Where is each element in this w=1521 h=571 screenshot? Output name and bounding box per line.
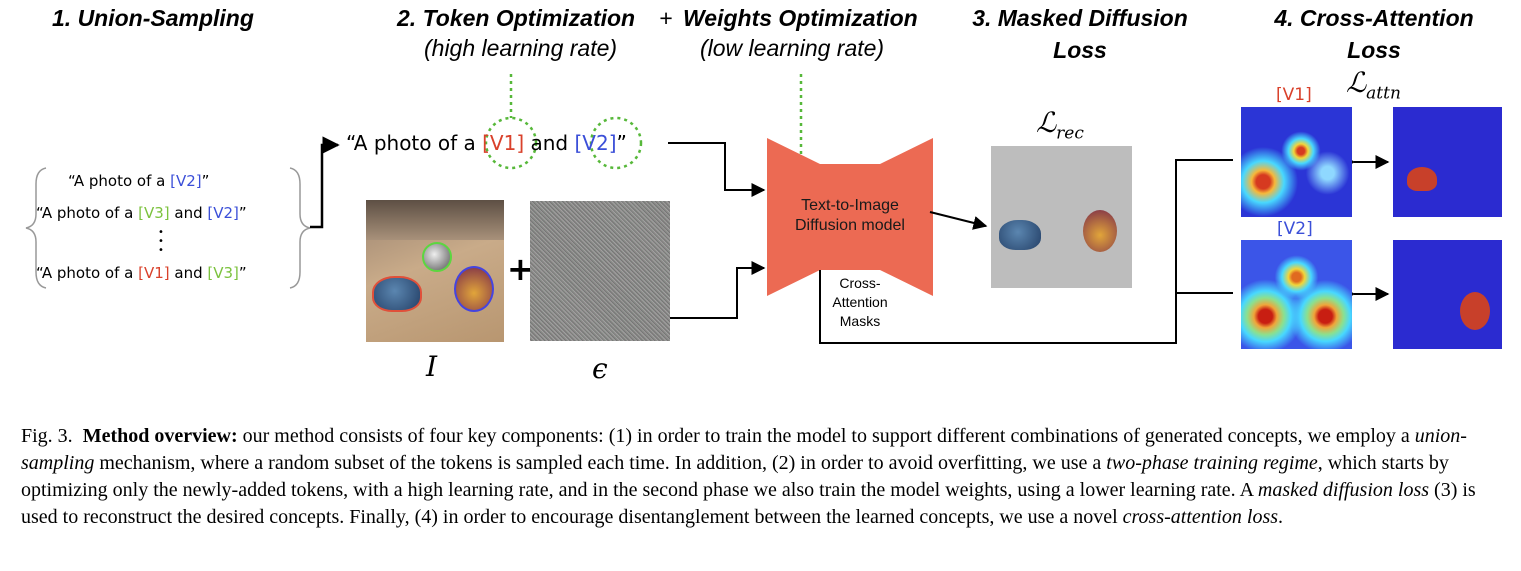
diffusion-model-shape: [767, 138, 933, 296]
caption-italic-1: union-sampling: [21, 425, 1467, 474]
left-brace: [25, 167, 47, 289]
caption-text-5: .: [1278, 506, 1284, 528]
prompt-close: ”: [238, 264, 247, 282]
attn-map-v1: [1241, 107, 1352, 217]
token-v1-label: [V1]: [482, 131, 525, 155]
input-photo: [366, 200, 504, 342]
stage-4-title-line1: 4. Cross-Attention: [1274, 5, 1474, 31]
loss-attn-sub: attn: [1366, 83, 1401, 104]
model-line1: Text-to-Image: [801, 197, 899, 214]
stage-2b-title: Weights Optimization: [683, 5, 918, 31]
noise-to-model-arrow: [670, 261, 766, 319]
caption-text-3: , which starts by optimizing only the ne…: [21, 452, 1449, 501]
token-v2-label: [V2]: [207, 204, 239, 222]
stage-4-title-line2: Loss: [1347, 37, 1401, 63]
token-v2-label: [V2]: [574, 131, 617, 155]
ball-object: [422, 242, 452, 272]
loss-attn-label: ℒattn: [1346, 66, 1401, 104]
stage-1-title: 1. Union-Sampling: [52, 5, 254, 31]
model-line2: Diffusion model: [795, 217, 905, 234]
token-v2-label: [V2]: [170, 172, 202, 190]
token-v1-circle: [484, 116, 538, 170]
recon-blue-toy: [999, 220, 1041, 250]
masks-line1: Cross-: [839, 275, 881, 291]
caption-italic-3: masked diffusion loss: [1257, 479, 1430, 501]
prompt-text: “A photo of a: [36, 264, 139, 282]
photo-background-shadow: [366, 200, 504, 240]
caption-italic-2: two-phase training regime: [1106, 452, 1318, 474]
prompt-to-model-arrow: [668, 142, 766, 197]
prompt-text: “A photo of a: [346, 131, 483, 155]
loss-rec-label: ℒrec: [1036, 106, 1084, 144]
prompt-text: “A photo of a: [36, 204, 139, 222]
mask-v1-shape: [1407, 167, 1437, 191]
blue-toy-object: [372, 276, 422, 312]
token-v3-label: [V3]: [207, 264, 239, 282]
noise-label: ϵ: [592, 352, 608, 385]
prompt-close: ”: [616, 131, 627, 155]
yellow-toy-object: [454, 266, 494, 312]
right-brace: [289, 167, 311, 289]
caption-text-2: mechanism, where a random subset of the …: [94, 452, 1107, 474]
mask-v1: [1393, 107, 1502, 217]
stage-3-title-line2: Loss: [1053, 37, 1107, 63]
prompt-and: and: [169, 264, 208, 282]
union-prompt-2: “A photo of a [V3] and [V2]”: [36, 204, 247, 222]
union-prompt-1: “A photo of a [V2]”: [68, 172, 209, 190]
model-to-output-arrow: [929, 211, 988, 230]
caption-bold: Method overview:: [82, 425, 238, 447]
caption-italic-4: cross-attention loss: [1122, 506, 1279, 528]
stage-3-title: 3. Masked Diffusion Loss: [960, 4, 1200, 64]
prompt-text: “A photo of a: [68, 172, 171, 190]
prompt-close: ”: [238, 204, 247, 222]
mask-v2: [1393, 240, 1502, 349]
diffusion-model-label: Text-to-Image Diffusion model: [767, 196, 933, 236]
loss-attn-symbol: ℒ: [1346, 66, 1367, 99]
union-ellipsis: • • •: [158, 227, 164, 256]
mask-v2-shape: [1460, 292, 1490, 330]
stage-2-plus: +: [659, 5, 673, 31]
image-label: I: [426, 350, 438, 383]
stage-2-subtitle: (high learning rate): [424, 35, 618, 61]
loss-rec-symbol: ℒ: [1036, 106, 1057, 139]
stage-2-title: 2. Token Optimization: [397, 5, 636, 31]
token-v3-label: [V3]: [138, 204, 170, 222]
attn-v1-label: [V1]: [1276, 85, 1312, 105]
main-prompt: “A photo of a [V1] and [V2]”: [346, 131, 627, 155]
diagram-canvas: [25, 74, 1390, 344]
union-to-prompt-arrow: [310, 136, 340, 229]
stage-3-title-line1: 3. Masked Diffusion: [972, 5, 1188, 31]
stage-2b-subtitle: (low learning rate): [700, 35, 885, 61]
reconstruction-image: [991, 146, 1132, 288]
attn-map-v2: [1241, 240, 1352, 349]
plus-sign: +: [507, 250, 534, 288]
union-prompt-3: “A photo of a [V1] and [V3]”: [36, 264, 247, 282]
caption-text-1: our method consists of four key componen…: [237, 425, 1415, 447]
masks-line2: Attention: [832, 294, 888, 310]
cross-attention-masks-label: Cross- Attention Masks: [816, 274, 904, 331]
recon-yellow-toy: [1083, 210, 1117, 252]
loss-rec-sub: rec: [1056, 123, 1084, 144]
stage-4-title: 4. Cross-Attention Loss: [1258, 4, 1490, 64]
token-v2-circle: [589, 116, 643, 170]
prompt-and: and: [169, 204, 208, 222]
masks-line: [819, 159, 1233, 344]
masks-line3: Masks: [839, 313, 881, 329]
prompt-and: and: [524, 131, 575, 155]
noise-image: [530, 201, 670, 341]
figure-caption: Fig. 3. Method overview: our method cons…: [21, 423, 1501, 531]
caption-fig: Fig. 3.: [21, 425, 73, 447]
caption-text-4: (3) is used to reconstruct the desired c…: [21, 479, 1476, 528]
attn-v2-label: [V2]: [1277, 219, 1313, 239]
prompt-close: ”: [201, 172, 210, 190]
token-v1-label: [V1]: [138, 264, 170, 282]
